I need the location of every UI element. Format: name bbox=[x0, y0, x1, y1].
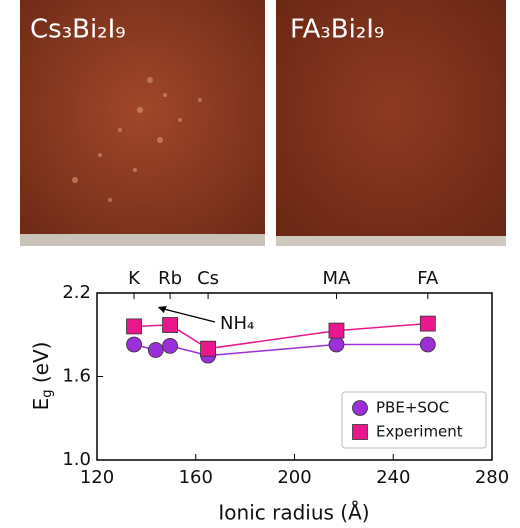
point bbox=[126, 318, 142, 335]
top-tick-label: K bbox=[128, 268, 141, 289]
y-label-sub: g bbox=[40, 390, 55, 398]
x-axis-label: Ionic radius (Å) bbox=[218, 501, 369, 525]
legend-label: Experiment bbox=[376, 423, 463, 441]
photo-edge bbox=[20, 234, 265, 246]
point bbox=[328, 336, 345, 353]
point bbox=[200, 340, 216, 357]
point bbox=[419, 315, 436, 332]
annotation: NH₄ bbox=[220, 313, 254, 334]
y-tick-label: 1.0 bbox=[62, 449, 91, 470]
y-tick-label: 1.6 bbox=[62, 366, 91, 387]
top-tick-label: Rb bbox=[158, 268, 182, 289]
point bbox=[328, 322, 345, 339]
legend-label: PBE+SOC bbox=[376, 399, 449, 417]
y-axis-label: Eg (eV) bbox=[29, 342, 55, 411]
photo-edge bbox=[276, 236, 506, 246]
x-tick-label: 280 bbox=[475, 467, 509, 488]
top-tick-label: MA bbox=[323, 268, 352, 289]
x-tick-label: 120 bbox=[80, 467, 114, 488]
legend-marker bbox=[352, 424, 368, 440]
point bbox=[419, 336, 436, 353]
top-tick-label: FA bbox=[417, 268, 439, 289]
annotation-arrow bbox=[159, 307, 216, 323]
point bbox=[126, 336, 142, 353]
point bbox=[162, 337, 178, 354]
film-speckles bbox=[72, 77, 202, 202]
y-tick-label: 2.2 bbox=[62, 282, 91, 303]
photo-label: FA₃Bi₂I₉ bbox=[290, 15, 384, 45]
point bbox=[147, 342, 164, 358]
point bbox=[162, 317, 178, 333]
top-tick-label: Cs bbox=[197, 268, 219, 289]
x-tick-label: 160 bbox=[179, 467, 213, 488]
y-label-part: (eV) bbox=[29, 342, 53, 390]
photo bbox=[276, 0, 506, 246]
series-line bbox=[133, 343, 428, 357]
y-label-part: E bbox=[29, 398, 53, 411]
legend-marker bbox=[352, 400, 368, 416]
x-tick-label: 240 bbox=[376, 467, 410, 488]
annotation-arrowhead bbox=[157, 306, 167, 313]
legend-box bbox=[341, 391, 487, 449]
photo bbox=[20, 0, 265, 246]
photo-label: Cs₃Bi₂I₉ bbox=[30, 15, 126, 45]
x-tick-label: 200 bbox=[277, 467, 311, 488]
